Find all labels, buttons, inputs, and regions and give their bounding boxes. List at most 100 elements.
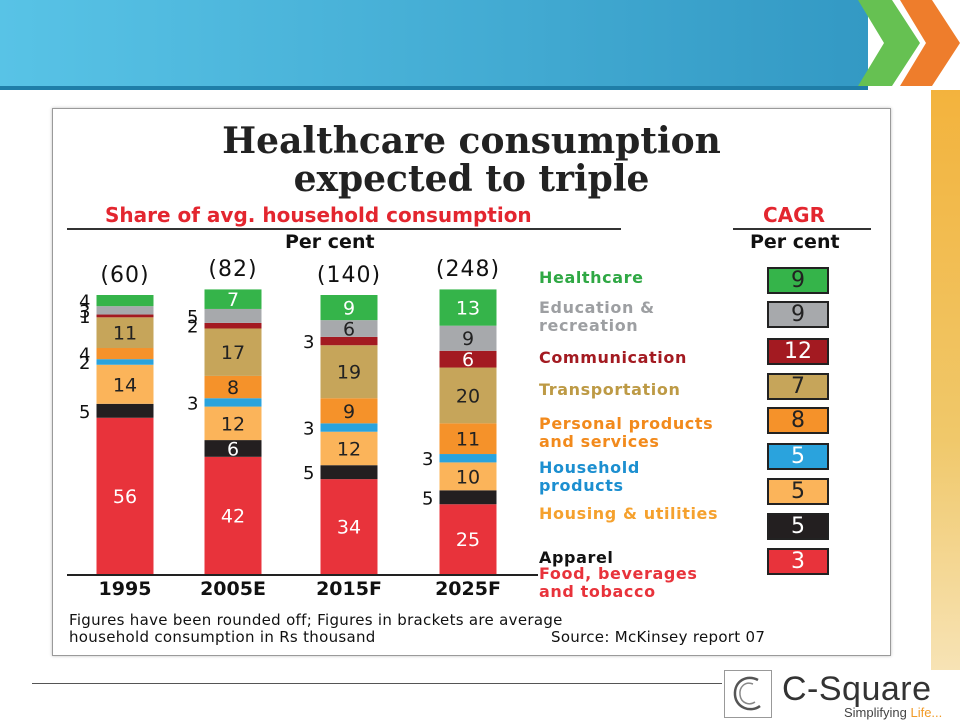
bar-segment (439, 367, 497, 424)
source-note: Source: McKinsey report 07 (551, 628, 766, 646)
category-label: 2015F (316, 578, 382, 600)
data-label: 9 (343, 401, 355, 423)
bar-segment (96, 306, 154, 315)
category-label: 2005E (200, 578, 266, 600)
subtitle-rule (67, 228, 621, 230)
data-label: 2 (79, 353, 90, 374)
logo-tagline-main: Simplifying (844, 705, 911, 720)
bar-segment (320, 345, 378, 399)
bar-segment (96, 295, 154, 307)
cagr-rule (733, 228, 871, 230)
bar-segment (439, 454, 497, 463)
data-label: 3 (422, 449, 433, 470)
data-label: 4 (79, 345, 90, 366)
data-label: 14 (113, 374, 137, 396)
data-label: 5 (303, 463, 314, 484)
legend-entry-line: Personal products (539, 414, 714, 433)
legend-entry-line: products (539, 476, 624, 495)
data-label: 1 (79, 307, 90, 328)
bar-segment (204, 398, 262, 407)
legend-entry-line: Housing & utilities (539, 504, 719, 523)
bar-segment (204, 308, 262, 323)
data-label: 12 (221, 413, 245, 435)
cagr-value-box: 3 (767, 548, 829, 575)
legend-entry: Personal products and services (539, 415, 713, 451)
bar-segment (439, 504, 497, 574)
top-banner (0, 0, 960, 90)
bar-segment (320, 465, 378, 480)
data-label: 25 (456, 529, 480, 551)
chart-title-line-1: Healthcare consumption (222, 120, 721, 162)
c-square-logo-icon (724, 670, 772, 718)
bar-segment (204, 322, 262, 329)
orange-chevron-icon (900, 0, 960, 86)
bar-segment (96, 314, 154, 318)
unit-label: Per cent (285, 231, 375, 253)
banner-bar (0, 0, 868, 86)
bar-segment (204, 406, 262, 441)
data-label: 20 (456, 385, 480, 407)
bar-segment (320, 336, 378, 346)
legend-entry: Food, beverages and tobacco (539, 565, 697, 601)
chart-subtitle: Share of avg. household consumption (105, 203, 532, 227)
legend-entry-line: and services (539, 432, 660, 451)
cagr-value-box: 12 (767, 338, 829, 365)
green-chevron-icon (858, 0, 920, 86)
logo-wordmark: C-Square (782, 670, 932, 708)
data-label: 17 (221, 342, 245, 364)
data-label: 42 (221, 505, 245, 527)
bar-segment (96, 317, 154, 349)
bar-segment (320, 431, 378, 466)
cagr-value-box: 9 (767, 267, 829, 294)
bar-segment (320, 320, 378, 337)
legend-entry: Transportation (539, 381, 680, 399)
banner-shadow (0, 86, 868, 90)
legend-entry: Healthcare (539, 269, 644, 287)
total-label: (82) (208, 257, 258, 283)
right-accent-stripe (931, 90, 960, 670)
logo-tagline: Simplifying Life... (844, 705, 942, 720)
data-label: 56 (113, 486, 137, 508)
legend-entry: Communication (539, 349, 687, 367)
data-label: 13 (456, 298, 480, 320)
bar-segment (320, 423, 378, 432)
stacked-bar-plot: 5651424111344261238172573451239193692551… (67, 289, 538, 576)
bar-segment (96, 417, 154, 574)
data-label: 6 (227, 438, 239, 460)
data-label: 3 (303, 419, 314, 440)
bar-segment (204, 328, 262, 376)
cagr-value-box: 5 (767, 513, 829, 540)
legend-entry-line: Transportation (539, 380, 681, 399)
data-label: 4 (79, 292, 90, 313)
bar-segment (96, 359, 154, 365)
logo-tagline-accent: Life... (910, 705, 943, 720)
data-label: 5 (187, 307, 198, 328)
cagr-value-box: 7 (767, 373, 829, 400)
data-label: 9 (462, 328, 474, 350)
bar-segment (320, 295, 378, 321)
data-label: 3 (187, 393, 198, 414)
bar-segment (439, 289, 497, 326)
bar-segment (204, 440, 262, 457)
legend-entry-line: Healthcare (539, 268, 644, 287)
data-label: 34 (337, 517, 361, 539)
bar-segment (96, 364, 154, 404)
total-label: (140) (316, 263, 382, 288)
bar-segment (439, 325, 497, 351)
legend-entry: Household products (539, 459, 640, 495)
chart-figure: Healthcare consumption expected to tripl… (52, 108, 891, 656)
bar-segment (439, 462, 497, 491)
data-label: 5 (422, 488, 433, 509)
bar-segment (96, 403, 154, 418)
legend-entry-line: Household (539, 458, 640, 477)
bar-segment (320, 479, 378, 574)
data-label: 3 (79, 301, 90, 322)
footer-rule (32, 683, 722, 684)
bar-segment (320, 398, 378, 424)
total-label: (60) (100, 263, 150, 288)
data-label: 3 (303, 332, 314, 353)
bar-segment (439, 423, 497, 455)
legend-entry-line: recreation (539, 316, 639, 335)
legend-entry-line: Communication (539, 348, 687, 367)
bar-segment (96, 348, 154, 360)
